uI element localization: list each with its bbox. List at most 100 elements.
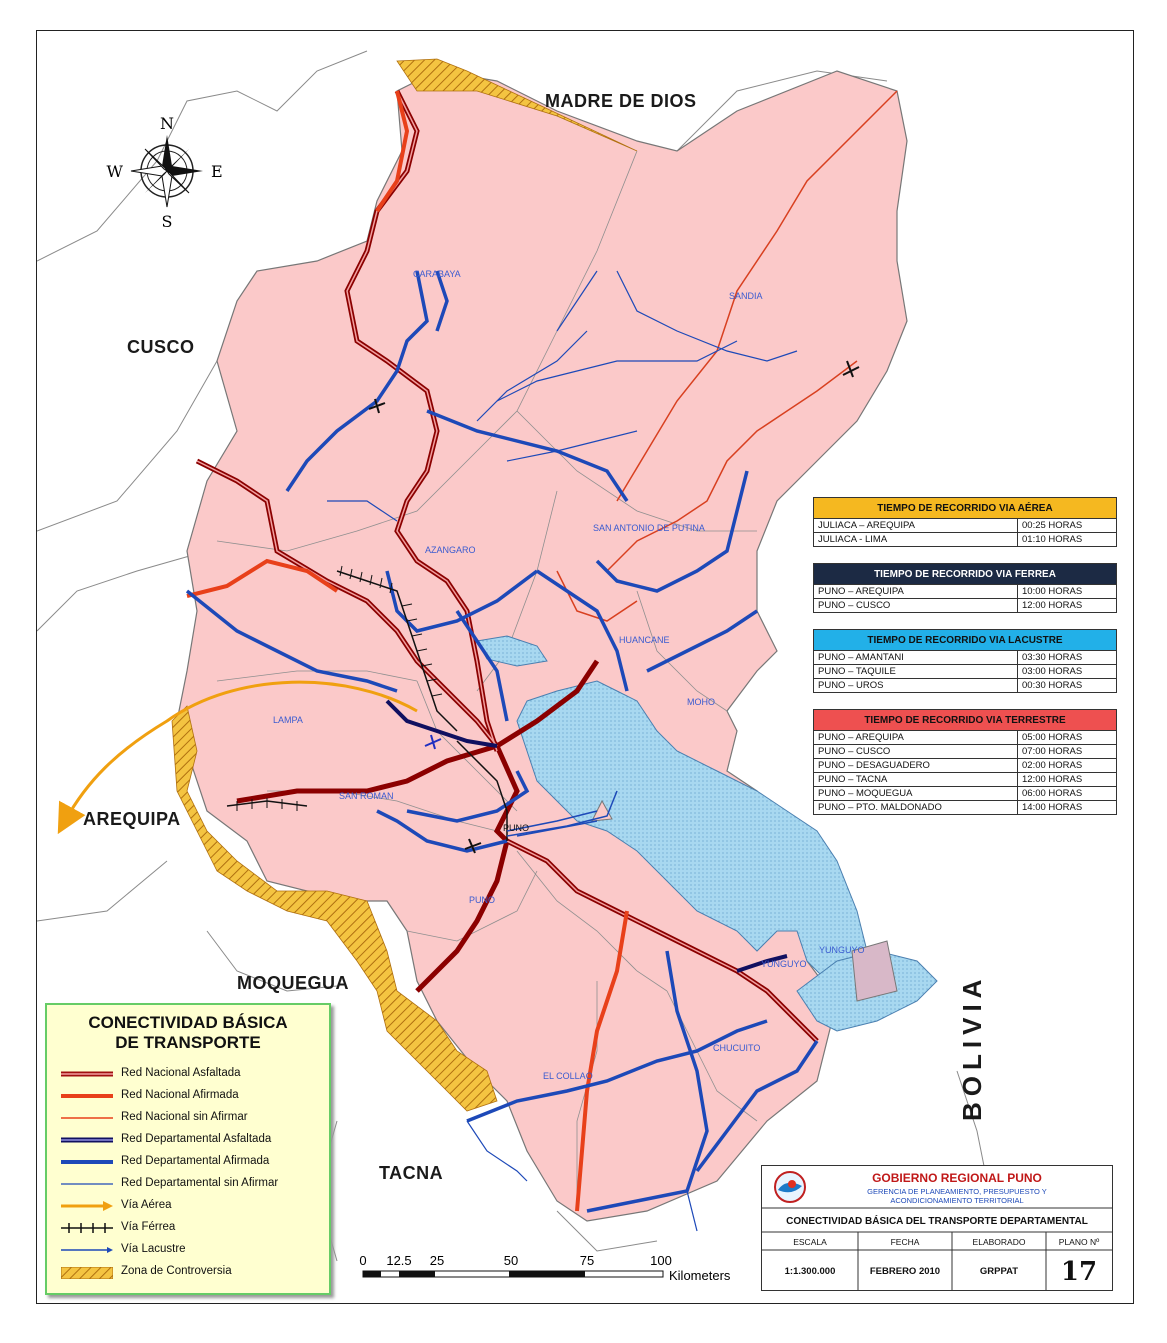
legend-label: Red Nacional Asfaltada (121, 1067, 241, 1079)
map-legend: CONECTIVIDAD BÁSICA DE TRANSPORTE Red Nac… (45, 1003, 331, 1295)
controversy-zone-south[interactable] (171, 705, 498, 1112)
province-puno: PUNO (469, 895, 496, 905)
time-cell: 00:25 HORAS (1017, 518, 1117, 533)
scale-tick-label: 12.5 (386, 1253, 411, 1268)
label-cusco: CUSCO (127, 337, 195, 357)
scale-bar: 0 12.5 25 50 75 100 Kilometers (359, 1251, 759, 1290)
time-cell: 07:00 HORAS (1017, 744, 1117, 759)
time-cell: 01:10 HORAS (1017, 532, 1117, 547)
table-lacustre-title: TIEMPO DE RECORRIDO VIA LACUSTRE (813, 629, 1117, 651)
departmental-unpaved-roads[interactable] (185, 270, 819, 1213)
scale-tick-label: 25 (430, 1253, 444, 1268)
title-block-grid: GOBIERNO REGIONAL PUNO GERENCIA DE PLANE… (762, 1171, 1112, 1290)
province-azangaro: AZANGARO (425, 545, 476, 555)
table-aerea: TIEMPO DE RECORRIDO VIA AÉREA JULIACA – … (813, 497, 1117, 547)
legend-label: Red Departamental Afirmada (121, 1155, 270, 1167)
legend-label: Red Nacional Afirmada (121, 1089, 239, 1101)
legend-swatch-air-route (61, 1201, 113, 1211)
controversy-zone-north[interactable] (396, 58, 638, 152)
lake-routes[interactable] (506, 790, 618, 837)
table-lacustre: TIEMPO DE RECORRIDO VIA LACUSTRE PUNO – … (813, 629, 1117, 693)
departmental-dirt-roads[interactable] (327, 270, 798, 1232)
airport-juliaca-icon (424, 734, 442, 750)
route-cell: PUNO – AREQUIPA (813, 584, 1018, 599)
value-escala: 1:1.300.000 (785, 1266, 836, 1277)
air-route[interactable] (57, 680, 418, 835)
legend-swatch-lake-route (61, 1247, 113, 1253)
province-san-antonio: SAN ANTONIO DE PUTINA (593, 523, 705, 533)
province-el-collao: EL COLLAO (543, 1071, 593, 1081)
legend-swatch-railway (61, 1223, 113, 1233)
province-huancane: HUANCANE (619, 635, 670, 645)
label-tacna: TACNA (379, 1163, 444, 1183)
value-elaborado: GRPPAT (980, 1266, 1018, 1277)
scale-tick-label: 50 (504, 1253, 518, 1268)
railway-ties (236, 565, 443, 811)
compass-w: W (107, 162, 124, 181)
city-puno: PUNO (503, 823, 530, 833)
legend-swatch-national-asphalted (61, 1071, 113, 1077)
table-aerea-title: TIEMPO DE RECORRIDO VIA AÉREA (813, 497, 1117, 519)
value-fecha: FEBRERO 2010 (870, 1266, 940, 1277)
header-escala: ESCALA (793, 1237, 827, 1247)
province-moho: MOHO (687, 697, 715, 707)
header-fecha: FECHA (891, 1237, 920, 1247)
table-ferrea-title: TIEMPO DE RECORRIDO VIA FERREA (813, 563, 1117, 585)
legend-title: CONECTIVIDAD BÁSICA DE TRANSPORTE (47, 1013, 329, 1053)
time-cell: 03:30 HORAS (1017, 650, 1117, 665)
table-row: PUNO – CUSCO 07:00 HORAS (813, 744, 1117, 759)
legend-label: Red Departamental Asfaltada (121, 1133, 272, 1145)
route-cell: JULIACA - LIMA (813, 532, 1018, 547)
legend-title-line1: CONECTIVIDAD BÁSICA (88, 1013, 288, 1032)
scale-tick-label: 75 (580, 1253, 594, 1268)
compass-e: E (211, 162, 223, 181)
route-cell: PUNO – AREQUIPA (813, 730, 1018, 745)
legend-label: Red Nacional sin Afirmar (121, 1111, 248, 1123)
time-cell: 06:00 HORAS (1017, 786, 1117, 801)
legend-swatch-departmental-dirt (61, 1183, 113, 1185)
table-row: PUNO – TAQUILE 03:00 HORAS (813, 664, 1117, 679)
region-map[interactable]: N S E W (37, 31, 1133, 1303)
header-plano: PLANO Nº (1059, 1237, 1099, 1247)
legend-label: Vía Aérea (121, 1199, 172, 1211)
label-yunguyo: YUNGUYO (819, 945, 865, 955)
table-row: PUNO – AREQUIPA 05:00 HORAS (813, 730, 1117, 745)
legend-label: Zona de Controversia (121, 1265, 232, 1277)
value-plano: 17 (1061, 1257, 1097, 1287)
title-block: GOBIERNO REGIONAL PUNO GERENCIA DE PLANE… (761, 1165, 1113, 1291)
departmental-asphalted-roads[interactable] (385, 699, 788, 973)
province-carabaya: CARABAYA (413, 269, 461, 279)
header-elaborado: ELABORADO (973, 1237, 1026, 1247)
time-cell: 10:00 HORAS (1017, 584, 1117, 599)
compass-n: N (160, 114, 174, 133)
route-cell: JULIACA – AREQUIPA (813, 518, 1018, 533)
label-madre-de-dios: MADRE DE DIOS (545, 91, 697, 111)
table-row: PUNO – CUSCO 12:00 HORAS (813, 598, 1117, 613)
time-cell: 12:00 HORAS (1017, 598, 1117, 613)
province-sandia: SANDIA (729, 291, 763, 301)
national-unpaved-roads[interactable] (186, 90, 629, 1212)
route-cell: PUNO – PTO. MALDONADO (813, 800, 1018, 815)
scale-tick-label: 100 (650, 1253, 672, 1268)
province-yunguyo: YUNGUYO (761, 959, 807, 969)
puno-region[interactable] (176, 70, 908, 1222)
legend-swatch-national-unpaved (61, 1094, 113, 1098)
legend-swatch-departmental-unpaved (61, 1160, 113, 1164)
province-san-roman: SAN ROMAN (339, 791, 394, 801)
gobierno-logo (774, 1171, 806, 1203)
table-row: PUNO – MOQUEGUA 06:00 HORAS (813, 786, 1117, 801)
peninsula-copacabana (851, 940, 898, 1002)
table-row: PUNO – TACNA 12:00 HORAS (813, 772, 1117, 787)
legend-label: Red Departamental sin Afirmar (121, 1177, 279, 1189)
scale-bar-graphic: 0 12.5 25 50 75 100 Kilometers (359, 1253, 731, 1283)
map-title: CONECTIVIDAD BÁSICA DEL TRANSPORTE DEPAR… (786, 1214, 1088, 1227)
legend-swatch-controversy (61, 1267, 113, 1279)
route-cell: PUNO – UROS (813, 678, 1018, 693)
compass-rose: N S E W (107, 114, 223, 231)
airport-icon (368, 360, 860, 854)
route-cell: PUNO – DESAGUADERO (813, 758, 1018, 773)
label-moquegua: MOQUEGUA (237, 973, 349, 993)
table-row: PUNO – PTO. MALDONADO 14:00 HORAS (813, 800, 1117, 815)
label-bolivia: BOLIVIA (957, 973, 987, 1121)
legend-label: Vía Lacustre (121, 1243, 186, 1255)
